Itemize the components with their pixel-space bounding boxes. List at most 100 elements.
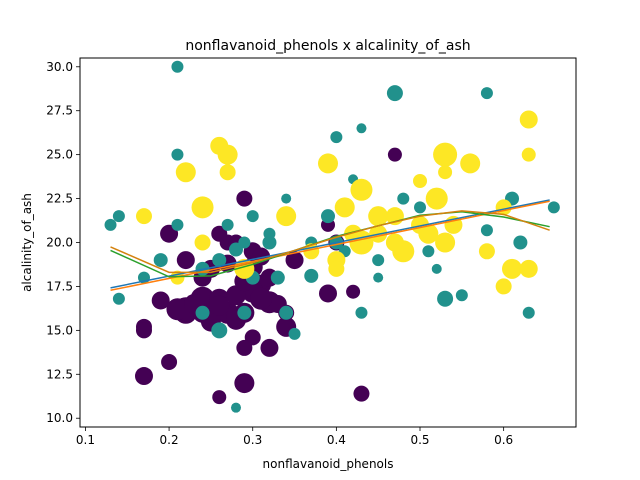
data-point-138 <box>521 147 536 162</box>
data-point-137 <box>519 110 538 129</box>
data-point-98 <box>513 235 528 250</box>
data-point-46 <box>209 295 230 316</box>
data-point-80 <box>330 131 343 144</box>
data-point-75 <box>279 305 294 320</box>
data-point-118 <box>350 178 373 201</box>
y-tick-label-0: 10.0 <box>46 411 73 425</box>
y-tick-label-1: 12.5 <box>46 367 73 381</box>
data-point-37 <box>346 284 361 299</box>
y-ticks: 10.0 12.5 15.0 17.5 20.0 22.5 25.0 27.5 30.0 <box>46 60 80 425</box>
data-point-18 <box>260 338 279 357</box>
data-point-8 <box>236 339 253 356</box>
y-tick-label-3: 17.5 <box>46 279 73 293</box>
data-point-89 <box>397 192 410 205</box>
data-point-61 <box>195 305 210 320</box>
data-point-65 <box>221 218 234 231</box>
data-point-42 <box>250 287 273 310</box>
data-point-79 <box>321 209 335 224</box>
data-point-84 <box>356 123 367 134</box>
data-point-94 <box>455 289 468 302</box>
data-point-87 <box>373 272 384 283</box>
data-point-112 <box>318 153 338 174</box>
data-point-85 <box>355 306 368 319</box>
data-point-36 <box>319 284 337 303</box>
x-axis-label: nonflavanoid_phenols <box>263 457 394 471</box>
data-point-101 <box>135 208 152 225</box>
data-point-56 <box>112 292 125 305</box>
data-point-68 <box>237 305 252 320</box>
data-point-63 <box>211 322 228 339</box>
data-point-67 <box>238 236 251 249</box>
data-point-126 <box>418 223 439 244</box>
data-point-129 <box>438 165 453 180</box>
data-point-128 <box>433 142 458 167</box>
data-point-114 <box>328 260 345 277</box>
y-tick-label-6: 25.0 <box>46 148 73 162</box>
data-point-90 <box>414 201 427 214</box>
data-point-135 <box>495 278 512 295</box>
data-point-76 <box>288 327 301 340</box>
data-point-88 <box>386 85 403 102</box>
data-point-41 <box>161 353 178 370</box>
chart-title: nonflavanoid_phenols x alcalinity_of_ash <box>185 38 470 54</box>
data-point-139 <box>519 259 538 278</box>
data-point-14 <box>234 373 255 394</box>
data-point-105 <box>194 234 211 251</box>
data-point-104 <box>191 196 214 219</box>
data-point-23 <box>135 322 152 339</box>
data-point-91 <box>422 245 435 258</box>
data-point-13 <box>353 385 370 402</box>
data-point-39 <box>236 190 253 207</box>
data-point-99 <box>522 306 535 319</box>
data-point-58 <box>153 253 168 268</box>
data-point-127 <box>425 187 448 210</box>
data-point-136 <box>502 258 523 279</box>
x-tick-label-4: 0.5 <box>410 433 429 447</box>
y-axis-label: alcalinity_of_ash <box>20 193 34 292</box>
data-point-107 <box>217 144 238 165</box>
data-point-123 <box>392 240 415 263</box>
data-point-73 <box>270 270 285 285</box>
data-point-108 <box>219 164 236 181</box>
data-point-100 <box>547 201 560 214</box>
data-point-86 <box>372 254 385 267</box>
x-tick-label-1: 0.2 <box>160 433 179 447</box>
x-ticks: 0.1 0.2 0.3 0.4 0.5 0.6 <box>76 427 513 447</box>
y-tick-label-2: 15.0 <box>46 323 73 337</box>
x-tick-label-5: 0.6 <box>494 433 513 447</box>
data-point-92 <box>431 263 442 274</box>
data-point-120 <box>368 206 389 227</box>
y-tick-label-8: 30.0 <box>46 60 73 74</box>
fit-line-3 <box>110 210 550 274</box>
fit-line-2 <box>110 210 550 278</box>
fit-line-0 <box>110 199 550 289</box>
data-point-130 <box>435 232 456 253</box>
data-point-30 <box>176 251 195 270</box>
data-point-110 <box>276 206 297 227</box>
data-point-40 <box>134 367 153 386</box>
data-point-31 <box>151 291 170 310</box>
data-point-51 <box>285 251 304 270</box>
data-point-28 <box>211 225 228 242</box>
x-tick-label-0: 0.1 <box>76 433 95 447</box>
data-point-45 <box>166 298 189 321</box>
data-point-103 <box>175 162 196 183</box>
data-point-54 <box>104 218 117 231</box>
data-point-38 <box>387 147 402 162</box>
y-tick-label-5: 22.5 <box>46 192 73 206</box>
data-point-71 <box>262 235 277 250</box>
data-point-59 <box>171 148 184 161</box>
x-tick-label-3: 0.4 <box>327 433 346 447</box>
data-point-55 <box>112 210 125 223</box>
data-point-72 <box>263 227 276 240</box>
fit-line-1 <box>110 200 550 292</box>
y-tick-label-7: 27.5 <box>46 104 73 118</box>
y-tick-label-4: 20.0 <box>46 236 73 250</box>
data-point-69 <box>246 210 259 223</box>
data-point-124 <box>413 174 428 188</box>
fit-lines-layer <box>110 199 550 292</box>
data-point-60 <box>171 218 184 231</box>
data-point-52 <box>171 60 184 73</box>
data-point-133 <box>478 243 495 260</box>
